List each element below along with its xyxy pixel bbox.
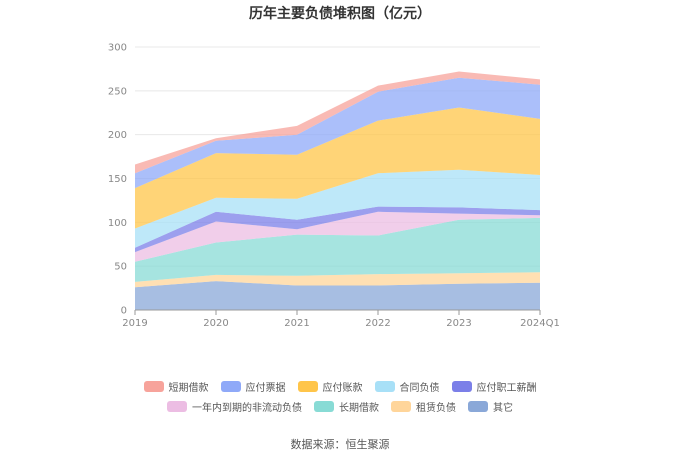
legend-item[interactable]: 一年内到期的非流动负债 xyxy=(167,399,302,414)
legend-swatch xyxy=(143,380,164,392)
legend-label: 应付职工薪酬 xyxy=(476,382,537,394)
source-note: 数据来源：恒生聚源 xyxy=(290,438,390,451)
legend-label: 租赁负债 xyxy=(416,402,456,414)
x-tick-label: 2020 xyxy=(203,318,228,329)
area-series-5 xyxy=(135,169,540,248)
legend-item[interactable]: 短期借款 xyxy=(143,379,209,394)
area-series-7 xyxy=(135,77,540,189)
area-series-6 xyxy=(135,107,540,229)
legend-item[interactable]: 应付账款 xyxy=(297,379,363,394)
area-series-1 xyxy=(135,272,540,288)
area-series-4 xyxy=(135,206,540,253)
x-tick-label: 2019 xyxy=(122,318,147,329)
legend-row: 一年内到期的非流动负债 长期借款 租赁负债 其它 xyxy=(0,396,680,416)
legend-label: 合同负债 xyxy=(399,382,440,394)
area-series-3 xyxy=(135,211,540,262)
area-series-2 xyxy=(135,217,540,282)
y-tick-label: 300 xyxy=(108,43,127,54)
legend-label: 应付账款 xyxy=(322,382,363,394)
y-tick-label: 100 xyxy=(108,218,127,229)
legend-label: 短期借款 xyxy=(168,382,209,394)
legend-label: 应付票据 xyxy=(245,382,286,394)
legend-swatch xyxy=(451,380,472,392)
y-tick-label: 50 xyxy=(114,262,127,273)
x-tick-label: 2022 xyxy=(365,318,390,329)
legend-item[interactable]: 合同负债 xyxy=(374,379,440,394)
legend-label: 长期借款 xyxy=(339,402,379,414)
chart-title: 历年主要负债堆积图（亿元） xyxy=(249,6,431,22)
legend-swatch xyxy=(314,400,334,412)
legend-row: 短期借款 应付票据 应付账款 合同负债 应付职工薪酬 xyxy=(0,376,680,396)
y-tick-label: 200 xyxy=(108,130,127,141)
x-tick-label: 2021 xyxy=(284,318,309,329)
legend-label: 一年内到期的非流动负债 xyxy=(192,402,302,414)
legend-label: 其它 xyxy=(493,402,513,414)
legend-swatch xyxy=(374,380,395,392)
y-tick-label: 250 xyxy=(108,86,127,97)
legend-item[interactable]: 租赁负债 xyxy=(391,399,456,414)
legend-item[interactable]: 应付票据 xyxy=(220,379,286,394)
area-series-0 xyxy=(135,281,540,310)
legend-swatch xyxy=(391,400,411,412)
legend-item[interactable]: 应付职工薪酬 xyxy=(451,379,537,394)
legend: 短期借款 应付票据 应付账款 合同负债 应付职工薪酬一年内到期的非流动负债 长期借款 租赁负… xyxy=(0,376,680,416)
legend-swatch xyxy=(220,380,241,392)
y-tick-label: 150 xyxy=(108,174,127,185)
y-tick-label: 0 xyxy=(121,306,127,317)
x-tick-label: 2023 xyxy=(446,318,471,329)
x-tick-label: 2024Q1 xyxy=(520,318,560,329)
legend-swatch xyxy=(468,400,488,412)
legend-item[interactable]: 长期借款 xyxy=(314,399,379,414)
legend-item[interactable]: 其它 xyxy=(468,399,513,414)
legend-swatch xyxy=(297,380,318,392)
legend-swatch xyxy=(167,400,187,412)
